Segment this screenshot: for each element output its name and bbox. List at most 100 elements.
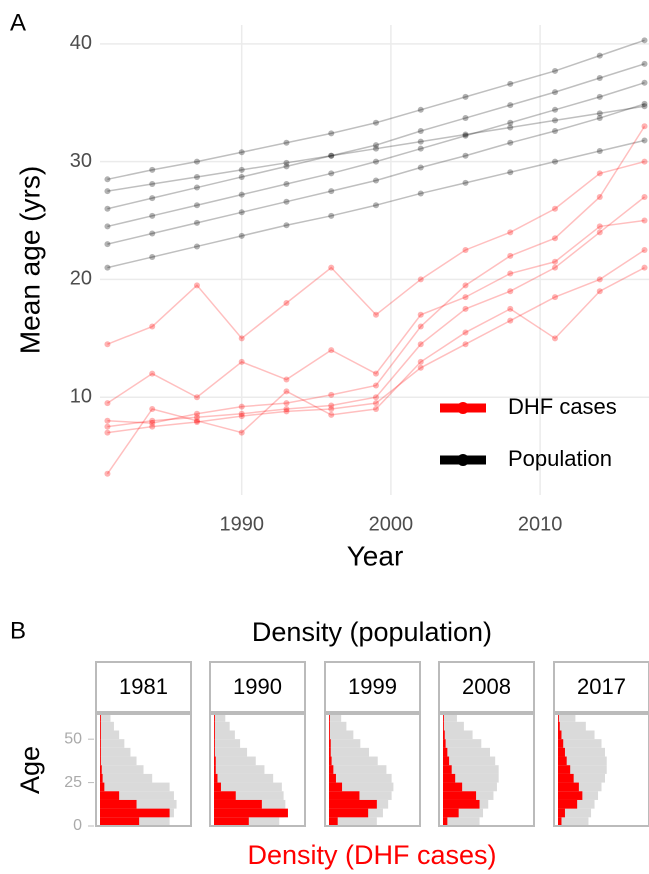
data-point	[596, 93, 603, 100]
data-point	[104, 341, 111, 348]
series-line	[107, 196, 645, 428]
series-line	[107, 39, 645, 181]
data-point	[462, 305, 469, 312]
data-point	[283, 400, 290, 407]
data-point	[507, 80, 514, 87]
data-point	[507, 169, 514, 176]
cases-bar	[100, 817, 140, 826]
cases-bar	[214, 756, 216, 766]
cases-bar	[443, 791, 477, 800]
data-point	[596, 148, 603, 155]
cases-bar	[443, 817, 448, 826]
population-bar	[214, 773, 274, 783]
data-point	[193, 184, 200, 191]
data-point	[149, 230, 156, 237]
data-point	[641, 264, 648, 271]
data-point	[328, 347, 335, 354]
cases-bar	[214, 817, 249, 826]
data-point	[507, 229, 514, 236]
data-point	[104, 264, 111, 271]
data-point	[104, 188, 111, 195]
series-line	[107, 82, 645, 228]
data-point	[238, 413, 245, 420]
data-point	[372, 406, 379, 413]
population-bar	[100, 713, 111, 722]
y-tick-label: 50	[64, 730, 82, 747]
data-point	[462, 282, 469, 289]
population-bar	[100, 799, 177, 809]
cases-bar	[558, 765, 571, 774]
series-line	[107, 219, 645, 404]
cases-bar	[329, 773, 336, 783]
data-point	[552, 158, 559, 165]
data-point	[238, 232, 245, 239]
strip-label: 2008	[462, 674, 511, 699]
cases-bar	[443, 721, 444, 731]
population-bar	[558, 721, 586, 731]
cases-bar	[558, 756, 567, 766]
data-point	[193, 173, 200, 180]
data-point	[372, 202, 379, 209]
panel-tag: B	[10, 617, 26, 644]
data-point	[417, 311, 424, 318]
data-point	[462, 132, 469, 139]
cases-bar	[100, 713, 101, 722]
cases-bar	[558, 730, 562, 740]
population-bar	[214, 782, 282, 792]
data-point	[596, 170, 603, 177]
data-point	[283, 376, 290, 383]
population-bar	[214, 765, 265, 774]
population-bar	[443, 721, 464, 731]
data-point	[104, 241, 111, 248]
cases-bar	[329, 713, 330, 722]
cases-bar	[214, 791, 236, 800]
data-point	[149, 323, 156, 330]
series-line	[107, 249, 645, 434]
data-point	[417, 323, 424, 330]
legend-label: DHF cases	[508, 394, 617, 419]
population-bar	[329, 730, 354, 740]
data-point	[641, 79, 648, 86]
data-point	[596, 115, 603, 122]
data-point	[238, 166, 245, 173]
cases-bar	[329, 765, 334, 774]
data-point	[283, 406, 290, 413]
data-point	[372, 370, 379, 377]
cases-bar	[558, 782, 579, 792]
cases-bar	[443, 799, 480, 809]
cases-bar	[329, 799, 377, 809]
data-point	[372, 119, 379, 126]
x-axis-title: Year	[347, 540, 404, 571]
population-bar	[558, 773, 605, 783]
data-point	[238, 209, 245, 216]
population-bar	[558, 817, 589, 826]
population-bar	[558, 765, 607, 774]
data-point	[417, 358, 424, 365]
data-point	[328, 406, 335, 413]
data-point	[552, 264, 559, 271]
data-point	[328, 212, 335, 219]
data-point	[283, 181, 290, 188]
data-point	[328, 188, 335, 195]
data-point	[193, 417, 200, 424]
population-bar	[329, 817, 377, 826]
data-point	[552, 335, 559, 342]
population-bar	[558, 730, 595, 740]
population-bar	[443, 782, 497, 792]
data-point	[328, 152, 335, 159]
population-bar	[329, 721, 347, 731]
population-bar	[214, 791, 284, 800]
cases-bar	[100, 765, 102, 774]
cases-bar	[558, 791, 583, 800]
legend-swatch	[457, 402, 469, 414]
population-bar	[329, 756, 378, 766]
population-bar	[329, 791, 392, 800]
cases-bar	[100, 782, 105, 792]
cases-bar	[100, 756, 101, 766]
population-bar	[558, 782, 602, 792]
data-point	[238, 358, 245, 365]
data-point	[372, 394, 379, 401]
data-point	[417, 276, 424, 283]
cases-bar	[329, 730, 330, 740]
data-point	[596, 229, 603, 236]
